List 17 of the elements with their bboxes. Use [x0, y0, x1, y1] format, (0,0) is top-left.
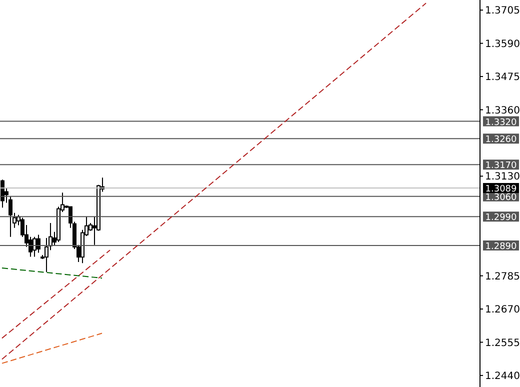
candlestick [36, 234, 40, 254]
ref-line-label: 1.3060 [485, 192, 518, 203]
y-tick-label: 1.3475 [485, 72, 520, 84]
y-tick-label: 1.3590 [485, 38, 520, 50]
y-tick-label: 1.3360 [485, 105, 520, 116]
y-tick-label: 1.3705 [485, 6, 520, 17]
y-tick-label: 1.2785 [485, 271, 520, 282]
ref-line-label: 1.2890 [485, 242, 518, 252]
y-tick-label: 1.2440 [485, 371, 520, 382]
y-tick-label: 1.2670 [485, 304, 520, 316]
ref-line-label: 1.2990 [485, 213, 518, 224]
ref-line-label: 1.3260 [485, 135, 518, 146]
y-tick-label: 1.3130 [485, 172, 520, 183]
candlestick [32, 236, 36, 258]
ref-line-label: 1.3320 [485, 118, 518, 128]
ref-line-label: 1.3170 [485, 161, 518, 172]
y-tick-label: 1.2555 [485, 338, 520, 349]
